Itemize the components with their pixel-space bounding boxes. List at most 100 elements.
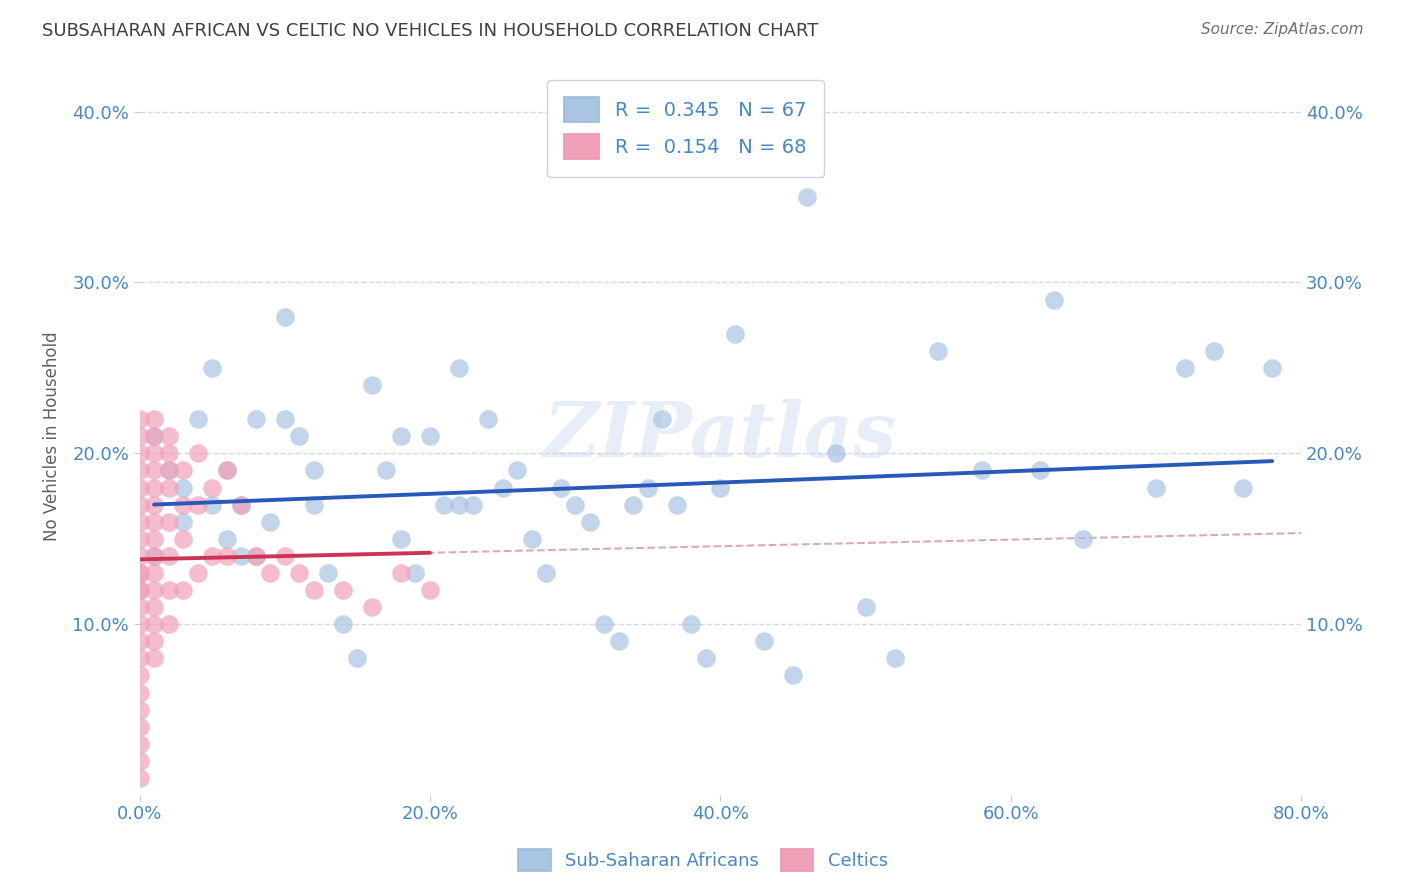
Point bbox=[1202, 343, 1225, 358]
Point bbox=[172, 515, 194, 529]
Point bbox=[157, 617, 180, 632]
Point bbox=[143, 549, 166, 563]
Point bbox=[215, 532, 238, 546]
Point bbox=[245, 549, 267, 563]
Point bbox=[128, 446, 150, 460]
Point bbox=[665, 498, 688, 512]
Point bbox=[128, 703, 150, 717]
Point bbox=[128, 771, 150, 785]
Point bbox=[143, 532, 166, 546]
Point bbox=[463, 498, 485, 512]
Point bbox=[128, 566, 150, 580]
Text: SUBSAHARAN AFRICAN VS CELTIC NO VEHICLES IN HOUSEHOLD CORRELATION CHART: SUBSAHARAN AFRICAN VS CELTIC NO VEHICLES… bbox=[42, 22, 818, 40]
Point bbox=[128, 429, 150, 443]
Point bbox=[302, 463, 325, 477]
Point bbox=[346, 651, 368, 665]
Point bbox=[128, 754, 150, 768]
Point bbox=[143, 498, 166, 512]
Point bbox=[637, 481, 659, 495]
Point bbox=[681, 617, 703, 632]
Point bbox=[274, 549, 297, 563]
Point bbox=[201, 360, 224, 375]
Point bbox=[621, 498, 644, 512]
Point bbox=[1029, 463, 1052, 477]
Point bbox=[651, 412, 673, 426]
Point bbox=[157, 463, 180, 477]
Point bbox=[128, 685, 150, 699]
Point bbox=[302, 582, 325, 597]
Point bbox=[172, 532, 194, 546]
Point bbox=[172, 481, 194, 495]
Text: ZIPatlas: ZIPatlas bbox=[544, 400, 897, 474]
Point bbox=[172, 463, 194, 477]
Point bbox=[389, 429, 412, 443]
Point bbox=[143, 429, 166, 443]
Point bbox=[825, 446, 848, 460]
Point bbox=[157, 446, 180, 460]
Point bbox=[128, 634, 150, 648]
Point bbox=[231, 549, 253, 563]
Point bbox=[201, 498, 224, 512]
Point bbox=[128, 498, 150, 512]
Point bbox=[128, 566, 150, 580]
Point bbox=[447, 498, 470, 512]
Point bbox=[128, 617, 150, 632]
Point bbox=[143, 446, 166, 460]
Point bbox=[752, 634, 775, 648]
Point bbox=[128, 549, 150, 563]
Point bbox=[128, 481, 150, 495]
Point bbox=[520, 532, 543, 546]
Point bbox=[433, 498, 456, 512]
Point bbox=[404, 566, 426, 580]
Point bbox=[187, 412, 209, 426]
Point bbox=[970, 463, 993, 477]
Point bbox=[419, 429, 441, 443]
Point bbox=[157, 429, 180, 443]
Point bbox=[143, 429, 166, 443]
Point bbox=[564, 498, 586, 512]
Point bbox=[491, 481, 513, 495]
Point bbox=[128, 515, 150, 529]
Point bbox=[128, 600, 150, 615]
Point bbox=[128, 720, 150, 734]
Point bbox=[128, 668, 150, 682]
Point bbox=[187, 446, 209, 460]
Point bbox=[172, 498, 194, 512]
Point bbox=[143, 651, 166, 665]
Point bbox=[128, 412, 150, 426]
Point bbox=[128, 532, 150, 546]
Point bbox=[855, 600, 877, 615]
Point bbox=[1144, 481, 1167, 495]
Point bbox=[128, 651, 150, 665]
Point bbox=[187, 498, 209, 512]
Point bbox=[157, 481, 180, 495]
Point bbox=[1043, 293, 1066, 307]
Point bbox=[332, 582, 354, 597]
Point bbox=[143, 600, 166, 615]
Point bbox=[534, 566, 557, 580]
Point bbox=[259, 515, 281, 529]
Point bbox=[288, 429, 311, 443]
Point bbox=[259, 566, 281, 580]
Legend: R =  0.345   N = 67, R =  0.154   N = 68: R = 0.345 N = 67, R = 0.154 N = 68 bbox=[547, 80, 824, 177]
Point bbox=[143, 463, 166, 477]
Y-axis label: No Vehicles in Household: No Vehicles in Household bbox=[44, 332, 60, 541]
Point bbox=[1232, 481, 1254, 495]
Point bbox=[143, 634, 166, 648]
Point bbox=[593, 617, 616, 632]
Point bbox=[419, 582, 441, 597]
Point bbox=[157, 515, 180, 529]
Point bbox=[143, 582, 166, 597]
Point bbox=[288, 566, 311, 580]
Point bbox=[128, 737, 150, 751]
Point bbox=[360, 600, 382, 615]
Point bbox=[143, 481, 166, 495]
Point bbox=[782, 668, 804, 682]
Point bbox=[172, 582, 194, 597]
Point bbox=[215, 463, 238, 477]
Point bbox=[316, 566, 339, 580]
Point bbox=[201, 481, 224, 495]
Point bbox=[231, 498, 253, 512]
Point bbox=[695, 651, 717, 665]
Point bbox=[215, 463, 238, 477]
